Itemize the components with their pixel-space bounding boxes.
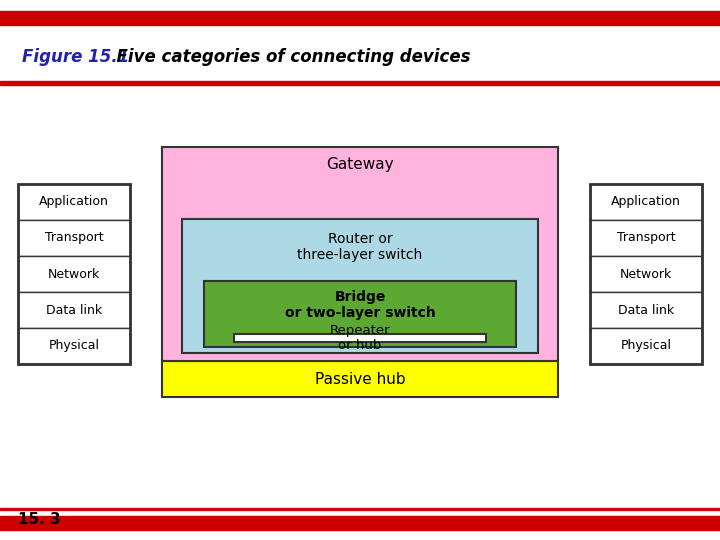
Bar xyxy=(590,328,702,364)
Text: Application: Application xyxy=(611,195,681,208)
Text: Gateway: Gateway xyxy=(326,158,394,172)
Text: Network: Network xyxy=(48,267,100,280)
Bar xyxy=(0,516,720,530)
Text: Passive hub: Passive hub xyxy=(315,372,405,387)
Bar xyxy=(234,334,486,342)
Bar xyxy=(162,147,558,361)
Bar xyxy=(18,220,130,256)
Bar xyxy=(18,184,130,364)
Text: Data link: Data link xyxy=(618,303,674,316)
Text: Transport: Transport xyxy=(45,232,103,245)
Bar xyxy=(18,328,130,364)
Text: Router or
three-layer switch: Router or three-layer switch xyxy=(297,232,423,262)
Bar xyxy=(590,220,702,256)
Text: Data link: Data link xyxy=(46,303,102,316)
Text: Transport: Transport xyxy=(617,232,675,245)
Text: Bridge
or two-layer switch: Bridge or two-layer switch xyxy=(284,290,436,320)
Text: Network: Network xyxy=(620,267,672,280)
Bar xyxy=(162,361,558,397)
Bar xyxy=(0,81,720,85)
Bar xyxy=(18,292,130,328)
Text: Figure 15.1: Figure 15.1 xyxy=(22,48,130,66)
Bar xyxy=(18,256,130,292)
Bar xyxy=(204,281,516,347)
Bar xyxy=(0,11,720,25)
Text: Five categories of connecting devices: Five categories of connecting devices xyxy=(105,48,470,66)
Text: Physical: Physical xyxy=(48,340,99,353)
Bar xyxy=(590,256,702,292)
Bar xyxy=(18,184,130,220)
Text: Physical: Physical xyxy=(621,340,672,353)
Text: Application: Application xyxy=(39,195,109,208)
Bar xyxy=(0,508,720,510)
Bar xyxy=(590,184,702,364)
Text: 15. 3: 15. 3 xyxy=(18,512,60,528)
Bar xyxy=(590,184,702,220)
Text: Repeater
or hub: Repeater or hub xyxy=(330,324,390,352)
Bar xyxy=(590,292,702,328)
Bar xyxy=(182,219,538,353)
